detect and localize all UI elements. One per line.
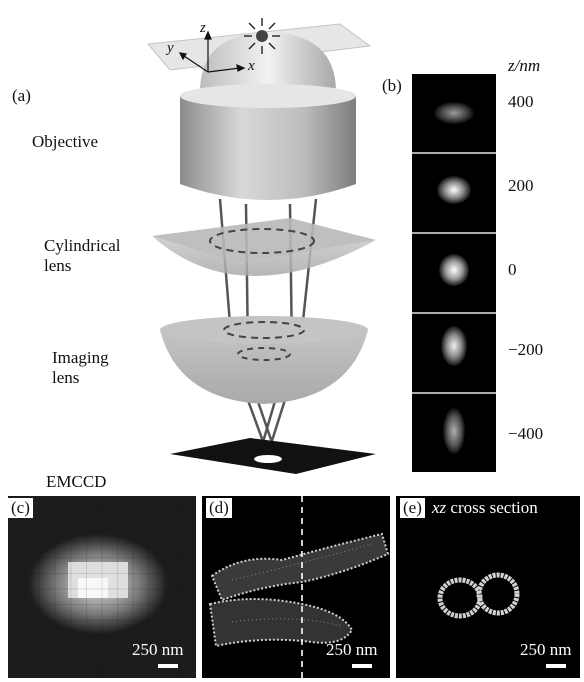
axis-y-label: y (167, 40, 174, 56)
cross-section-rings (437, 572, 520, 619)
psf-spot (441, 326, 467, 366)
psf-spot (443, 408, 465, 454)
xz-cross-section-image (396, 496, 580, 678)
axis-z-label: z (200, 20, 206, 36)
psf-stack (412, 74, 496, 472)
z-nm-header: z/nm (508, 56, 541, 75)
storm-structure (208, 496, 390, 678)
objective-label: Objective (32, 132, 99, 151)
psf-spot (434, 102, 474, 124)
panel-e-title-rest: cross section (446, 498, 538, 517)
z-value-0: 0 (508, 260, 517, 279)
panel-a-letter: (a) (12, 86, 31, 105)
panel-d-scale-bar (352, 664, 372, 668)
psf-divider (412, 152, 496, 154)
psf-divider (412, 392, 496, 394)
panel-c-title: EMCCD (46, 472, 107, 491)
storm-image (202, 496, 390, 678)
psf-spot (437, 176, 471, 204)
z-value-400: 400 (508, 92, 534, 111)
psf-spot (439, 254, 469, 286)
z-value-neg200: −200 (508, 340, 544, 359)
panel-c-letter: (c) (8, 498, 33, 518)
psf-divider (412, 312, 496, 314)
panel-e-letter: (e) (400, 498, 425, 518)
panel-d-scale-label: 250 nm (326, 640, 378, 659)
psf-divider (412, 232, 496, 234)
imaging-lens-label: Imaging lens (52, 348, 109, 387)
objective-top (200, 32, 336, 92)
axis-x-label: x (248, 58, 255, 74)
panel-d-letter: (d) (206, 498, 232, 518)
z-value-200: 200 (508, 176, 534, 195)
cylindrical-lens (152, 218, 376, 264)
panel-e-scale-bar (546, 664, 566, 668)
panel-b-letter: (b) (382, 76, 402, 95)
panel-c-scale-label: 250 nm (132, 640, 184, 659)
coordinate-axes (178, 30, 246, 73)
panel-e-title-italic: xz (432, 498, 447, 517)
optical-setup-diagram (147, 18, 376, 474)
objective-body (180, 96, 356, 200)
emccd-image (8, 496, 196, 678)
panel-e-scale-label: 250 nm (520, 640, 572, 659)
cylindrical-lens-label: Cylindrical lens (44, 236, 121, 275)
panel-c-scale-bar (158, 664, 178, 668)
fluorophore-icon (244, 18, 280, 54)
panel-e-title: xz cross section (432, 498, 538, 518)
z-value-neg400: −400 (508, 424, 544, 443)
